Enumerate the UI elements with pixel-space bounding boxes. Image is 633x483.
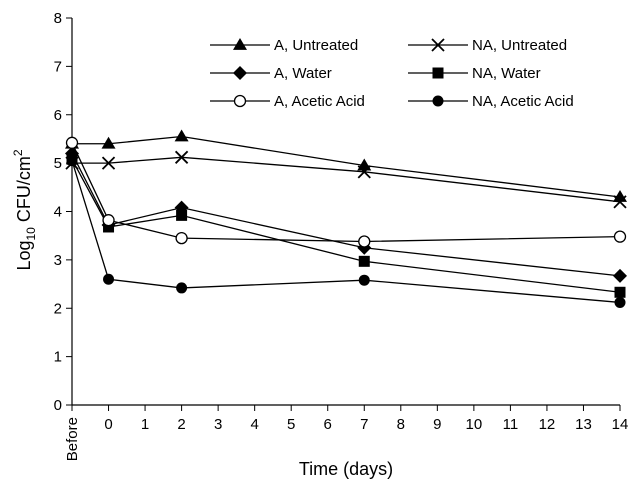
data-point-series-0 xyxy=(101,136,116,149)
legend-label: NA, Acetic Acid xyxy=(472,93,574,110)
y-tick-label: 1 xyxy=(54,349,62,366)
x-tick-label: 9 xyxy=(433,416,441,433)
x-tick-label: 2 xyxy=(177,416,185,433)
data-point-series-2 xyxy=(613,268,627,283)
y-tick-label: 5 xyxy=(54,155,62,172)
x-tick-label: 13 xyxy=(575,416,592,433)
data-point-series-1 xyxy=(174,150,189,164)
data-point-series-1 xyxy=(613,195,627,209)
data-point-series-3 xyxy=(176,209,188,221)
y-tick-label: 2 xyxy=(54,300,62,317)
legend-marker xyxy=(431,38,445,52)
data-point-series-5 xyxy=(358,274,370,286)
legend-marker xyxy=(233,38,247,50)
data-point-series-4 xyxy=(175,231,188,245)
x-tick-label: 12 xyxy=(539,416,556,433)
x-tick-label: 3 xyxy=(214,416,222,433)
legend-marker xyxy=(233,94,247,108)
legend-item: A, Acetic Acid xyxy=(210,93,365,110)
legend: A, Untreated NA, Untreated A, Water NA, Wat… xyxy=(210,37,574,110)
data-point-series-3 xyxy=(103,221,115,233)
series-line-0 xyxy=(72,135,621,198)
y-axis-label-sub: 10 xyxy=(24,227,38,241)
data-point-series-4 xyxy=(358,235,371,248)
data-point-series-5 xyxy=(176,282,188,294)
y-axis-label-rest: CFU/cm xyxy=(14,156,34,227)
legend-marker xyxy=(432,67,444,79)
data-point-series-5 xyxy=(614,296,626,308)
data-point-series-4 xyxy=(102,214,115,227)
x-tick-label: 14 xyxy=(612,416,629,433)
legend-item: NA, Water xyxy=(408,65,541,82)
legend-item: A, Untreated xyxy=(210,37,358,54)
y-axis-label: Log10 CFU/cm2 xyxy=(11,149,38,270)
series-line-1 xyxy=(72,156,621,203)
x-tick-label: 10 xyxy=(466,416,483,433)
data-point-series-5 xyxy=(66,155,78,167)
data-point-series-4 xyxy=(613,230,627,243)
legend-label: A, Acetic Acid xyxy=(274,93,365,110)
legend-marker xyxy=(432,95,444,107)
data-point-series-3 xyxy=(358,255,370,267)
series-line-2 xyxy=(71,153,621,277)
legend-label: A, Untreated xyxy=(274,37,358,54)
series-markers xyxy=(65,129,627,308)
data-point-series-1 xyxy=(357,165,371,179)
y-tick-label: 7 xyxy=(54,58,62,75)
y-tick-label: 4 xyxy=(54,204,62,221)
x-tick-label: 1 xyxy=(141,416,149,433)
y-tick-label: 8 xyxy=(54,10,62,27)
x-tick-label: Before xyxy=(64,417,81,461)
legend-label: A, Water xyxy=(274,65,332,82)
data-point-series-4 xyxy=(65,136,79,149)
y-tick-label: 6 xyxy=(54,107,62,124)
data-point-series-5 xyxy=(103,273,115,285)
legend-item: NA, Untreated xyxy=(408,37,567,54)
x-tick-label: 11 xyxy=(503,416,519,433)
x-tick-label: 7 xyxy=(360,416,368,433)
y-axis-label-sup: 2 xyxy=(11,149,25,156)
x-tick-label: 6 xyxy=(324,416,332,433)
data-point-series-1 xyxy=(101,156,116,170)
x-tick-label: 4 xyxy=(250,416,258,433)
x-axis-label: Time (days) xyxy=(299,459,393,479)
y-tick-label: 0 xyxy=(54,397,62,414)
y-axis-label-main: Log xyxy=(14,241,34,271)
legend-marker xyxy=(233,66,247,80)
x-tick-label: 0 xyxy=(104,416,112,433)
y-tick-label: 3 xyxy=(54,252,62,269)
legend-label: NA, Untreated xyxy=(472,37,567,54)
data-point-series-0 xyxy=(174,129,189,142)
series-line-3 xyxy=(71,158,621,293)
series-lines xyxy=(71,135,621,304)
legend-item: A, Water xyxy=(210,65,332,82)
legend-label: NA, Water xyxy=(472,65,541,82)
legend-item: NA, Acetic Acid xyxy=(408,93,574,110)
x-tick-label: 5 xyxy=(287,416,295,433)
x-tick-label: 8 xyxy=(397,416,405,433)
data-point-series-3 xyxy=(614,286,626,298)
